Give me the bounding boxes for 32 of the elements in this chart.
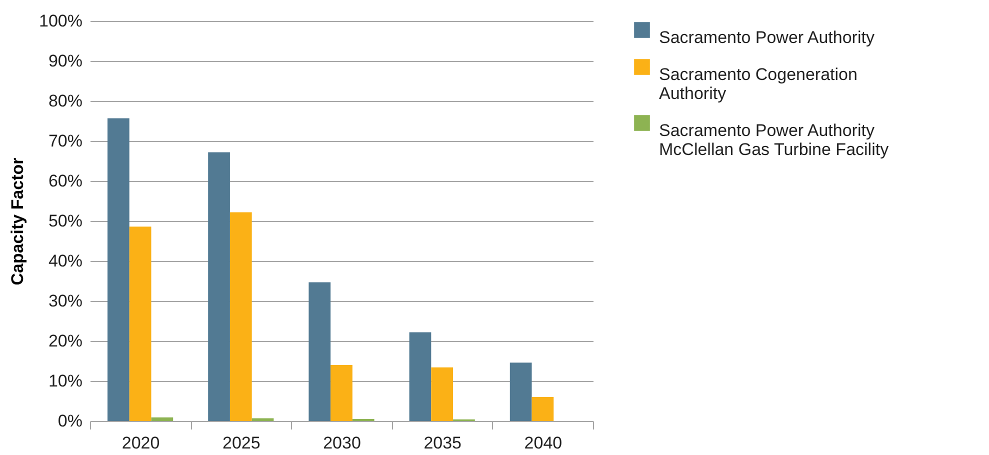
x-tick-label: 2025 <box>222 434 260 452</box>
x-tick-label: 2030 <box>323 434 361 452</box>
bar <box>532 397 554 421</box>
bar <box>330 365 352 421</box>
bar <box>431 367 454 421</box>
bar <box>308 282 331 421</box>
bar <box>409 332 432 421</box>
y-tick-label: 50% <box>48 212 82 230</box>
y-tick-label: 90% <box>48 52 82 70</box>
bar <box>151 417 174 421</box>
legend-label: Sacramento Cogeneration Authority <box>659 65 858 103</box>
y-tick-label: 40% <box>48 252 82 270</box>
x-tick-label: 2020 <box>122 434 160 452</box>
y-tick-label: 60% <box>48 172 82 190</box>
x-tick-label: 2035 <box>424 434 462 452</box>
bar <box>208 152 230 421</box>
y-tick-label: 10% <box>48 372 82 390</box>
y-tick-label: 0% <box>58 412 82 430</box>
y-tick-label: 70% <box>48 132 82 150</box>
legend-label: Sacramento Power Authority McClellan Gas Turbine Facility <box>659 121 890 159</box>
y-tick-label: 20% <box>48 332 82 350</box>
y-tick-label: 30% <box>48 292 82 310</box>
x-tick-label: 2040 <box>524 434 562 452</box>
bar <box>230 212 252 421</box>
bar <box>129 226 152 421</box>
bar <box>107 118 130 421</box>
legend-label: Sacramento Power Authority <box>659 28 875 47</box>
y-tick-label: 80% <box>48 92 82 110</box>
y-tick-label: 100% <box>39 12 82 30</box>
bar <box>510 362 532 421</box>
y-axis-title: Capacity Factor <box>8 157 28 286</box>
bar <box>252 418 274 421</box>
